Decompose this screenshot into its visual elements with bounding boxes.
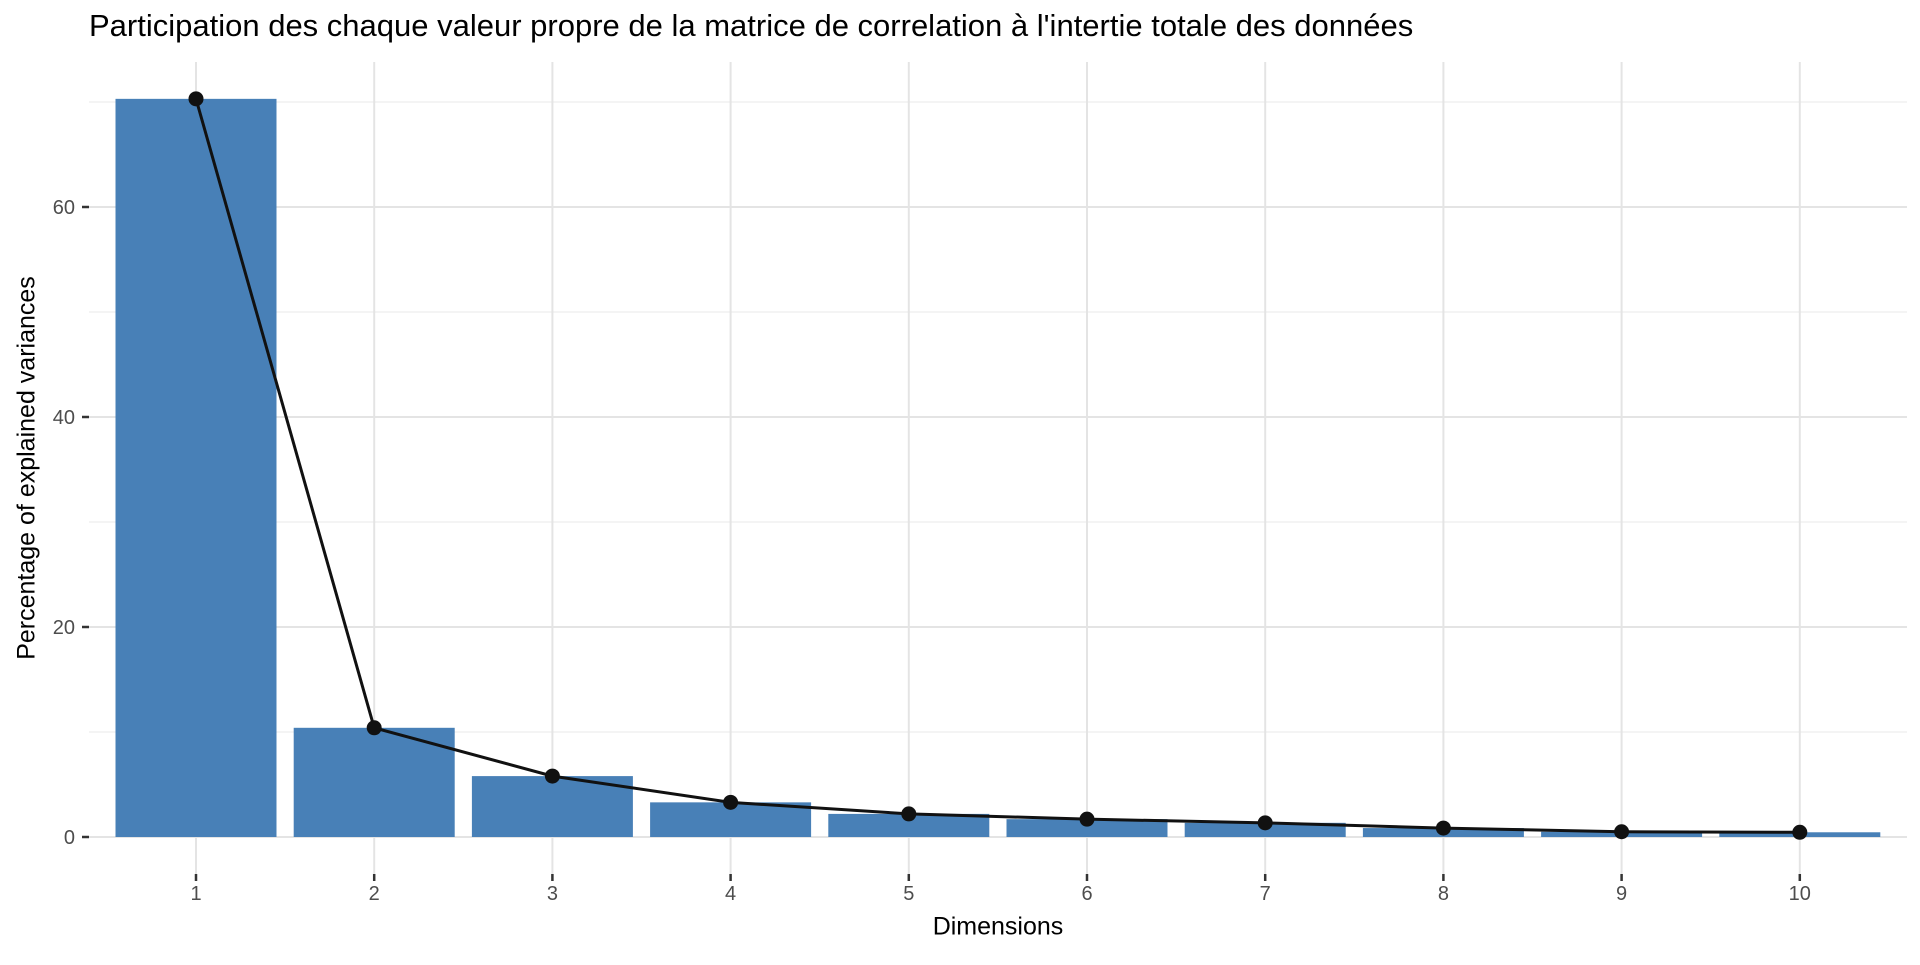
chart-title: Participation des chaque valeur propre d… xyxy=(89,8,1414,43)
x-tick-label-8: 8 xyxy=(1438,883,1449,905)
x-tick-label-1: 1 xyxy=(190,883,201,905)
y-tick-label-20: 20 xyxy=(53,617,75,639)
point-dim-4 xyxy=(723,794,739,810)
y-tick-label-40: 40 xyxy=(53,407,75,429)
bar-dim-5 xyxy=(828,813,990,837)
point-dim-2 xyxy=(366,720,382,736)
y-axis-title: Percentage of explained variances xyxy=(12,276,41,660)
point-dim-6 xyxy=(1079,811,1095,827)
scree-line xyxy=(194,98,1800,834)
x-tick-label-4: 4 xyxy=(725,883,736,905)
x-tick-label-5: 5 xyxy=(903,883,914,905)
x-tick-label-9: 9 xyxy=(1616,883,1627,905)
bar-dim-6 xyxy=(1006,819,1168,837)
bar-dim-3 xyxy=(471,776,633,837)
point-dim-3 xyxy=(544,768,560,784)
x-tick-label-10: 10 xyxy=(1789,883,1811,905)
point-dim-1 xyxy=(188,91,204,107)
bar-dim-2 xyxy=(293,727,455,837)
x-tick-label-6: 6 xyxy=(1081,883,1092,905)
point-dim-5 xyxy=(901,806,917,822)
bar-dim-1 xyxy=(115,98,277,838)
y-tick-label-60: 60 xyxy=(53,197,75,219)
point-dim-9 xyxy=(1614,824,1630,840)
point-dim-7 xyxy=(1257,815,1273,831)
x-tick-label-3: 3 xyxy=(547,883,558,905)
x-axis-title: Dimensions xyxy=(932,912,1064,941)
point-dim-8 xyxy=(1435,820,1451,836)
x-tick-label-2: 2 xyxy=(369,883,380,905)
y-tick-label-0: 0 xyxy=(64,827,75,849)
point-dim-10 xyxy=(1792,824,1808,840)
x-tick-label-7: 7 xyxy=(1260,883,1271,905)
